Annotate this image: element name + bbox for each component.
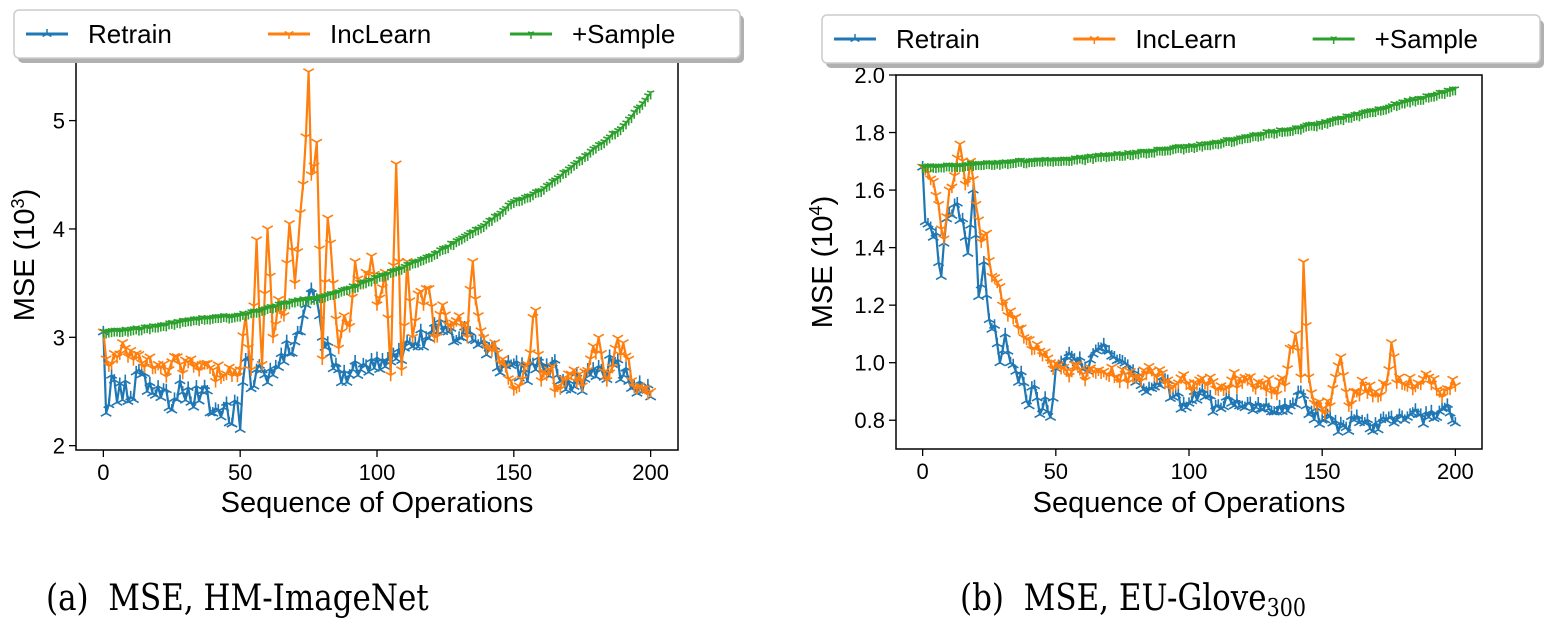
chart-a-y-axis-label-base: MSE (10 [9, 208, 41, 321]
chartB-y-tick-label: 0.8 [854, 408, 885, 433]
chartB-x-tick-label: 150 [1304, 459, 1341, 484]
caption-b: (b) MSE, EU-Glove300 [960, 578, 1306, 622]
chartA-y-tick-label: 3 [53, 325, 65, 350]
chartA-series-inclearn-line [102, 70, 652, 395]
chartA-x-tick-label: 0 [97, 460, 109, 485]
chartA-x-tick-label: 150 [495, 460, 532, 485]
chartA-x-tick-label: 50 [228, 460, 252, 485]
caption-a: (a) MSE, HM-ImageNet [46, 578, 429, 619]
chartA-series-inclearn-markers [97, 68, 657, 400]
chartB-y-tick-label: 1.8 [854, 121, 885, 146]
chartB-legend-plus-sample-label: +Sample [1375, 24, 1478, 54]
caption-b-text: MSE, EU-Glove [1023, 578, 1267, 619]
chartB-legend-inclearn-label: IncLearn [1135, 24, 1236, 54]
chartB-y-tick-label: 1.0 [854, 351, 885, 376]
caption-b-label: (b) [960, 578, 1004, 619]
chartB-x-tick-label: 0 [917, 459, 929, 484]
chartA-y-tick-label: 2 [53, 434, 65, 459]
chartB-legend-plus-sample-marker [1330, 36, 1337, 44]
chart-b-y-ticks: 0.81.01.21.41.61.82.0 [854, 63, 896, 433]
chartA-series-plus-sample-markers [99, 90, 655, 339]
chartA-legend-retrain-label: Retrain [88, 19, 172, 49]
chartB-legend-box [821, 14, 1541, 64]
chart-a: 0 50 100 150 200 2 3 4 5 Sequence of Operations… [8, 9, 744, 519]
chart-b-x-axis-label: Sequence of Operations [1033, 487, 1346, 519]
chart-a-legend: Retrain IncLearn +Sample [13, 9, 744, 63]
chartB-x-tick-label: 50 [1044, 459, 1068, 484]
chart-a-x-axis-label: Sequence of Operations [221, 487, 534, 519]
chart-b-x-ticks: 0 50 100 150 200 [917, 449, 1474, 484]
caption-a-label: (a) [46, 578, 89, 619]
chartB-series-inclearn-line [921, 142, 1457, 415]
chartB-x-tick-label: 100 [1171, 459, 1208, 484]
chart-b: 0 50 100 150 200 0.81.01.21.41.61.82.0 Seque… [806, 14, 1544, 519]
chartB-legend-retrain-label: Retrain [896, 24, 980, 54]
chartB-series-plus-sample-markers [918, 86, 1460, 174]
chartB-x-tick-label: 200 [1437, 459, 1474, 484]
chartB-y-tick-label: 1.6 [854, 178, 885, 203]
chartA-x-tick-label: 200 [632, 460, 669, 485]
chart-b-y-axis-label: MSE (104) [806, 196, 839, 329]
chartA-legend-inclearn-marker [284, 30, 294, 39]
chartB-series-plus-sample-line [922, 88, 1456, 169]
chartB-legend-inclearn-marker [1089, 35, 1100, 44]
chart-a-y-axis-label: MSE (103) [8, 189, 41, 322]
chart-a-y-ticks: 2 3 4 5 [53, 109, 76, 459]
chart-b-series-group [917, 86, 1461, 437]
chartB-legend-retrain-marker [850, 34, 860, 43]
caption-b-subscript: 300 [1266, 594, 1306, 622]
chart-b-y-axis-label-exp: 4 [806, 205, 826, 215]
chartB-y-tick-label: 1.4 [854, 236, 885, 261]
chartA-legend-box [13, 9, 741, 59]
chartA-x-tick-label: 100 [359, 460, 396, 485]
chart-b-legend: Retrain IncLearn +Sample [821, 14, 1544, 68]
chartB-y-tick-label: 1.2 [854, 293, 885, 318]
chartA-legend-plus-sample-marker [527, 31, 535, 39]
chart-a-x-ticks: 0 50 100 150 200 [97, 450, 669, 485]
chart-b-y-axis-label-base: MSE (10 [807, 215, 839, 328]
chartA-legend-plus-sample-label: +Sample [572, 19, 675, 49]
chartA-legend-retrain-marker [42, 29, 52, 38]
chart-a-y-axis-label-exp: 3 [8, 198, 28, 208]
chartB-series-inclearn-markers [917, 140, 1461, 420]
chartA-y-tick-label: 5 [53, 109, 65, 134]
caption-a-text: MSE, HM-ImageNet [108, 578, 429, 619]
chart-a-series-group [97, 68, 657, 434]
chartA-y-tick-label: 4 [53, 217, 65, 242]
chartA-legend-inclearn-label: IncLearn [330, 19, 431, 49]
